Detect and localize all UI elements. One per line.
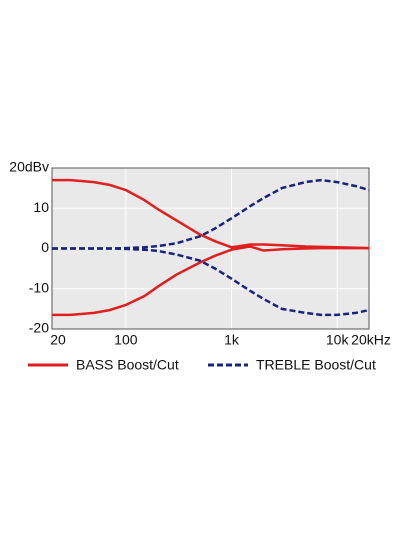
y-tick-label: 20dBv [9, 159, 49, 175]
x-tick-label: 100 [114, 332, 138, 348]
line [52, 245, 369, 317]
legend-label: BASS Boost/Cut [76, 357, 179, 373]
line [52, 247, 370, 317]
x-tick-label: 10k [326, 332, 350, 348]
x-tick-label: 20 [50, 332, 66, 348]
y-tick-label: 10 [33, 199, 49, 215]
x-tick-label: 1k [224, 332, 240, 348]
y-tick-label: -20 [29, 320, 49, 336]
x-tick-label: 20kHz [351, 332, 391, 348]
y-tick-label: 0 [41, 239, 49, 255]
y-tick-label: -10 [29, 279, 49, 295]
legend-label: TREBLE Boost/Cut [256, 357, 376, 373]
